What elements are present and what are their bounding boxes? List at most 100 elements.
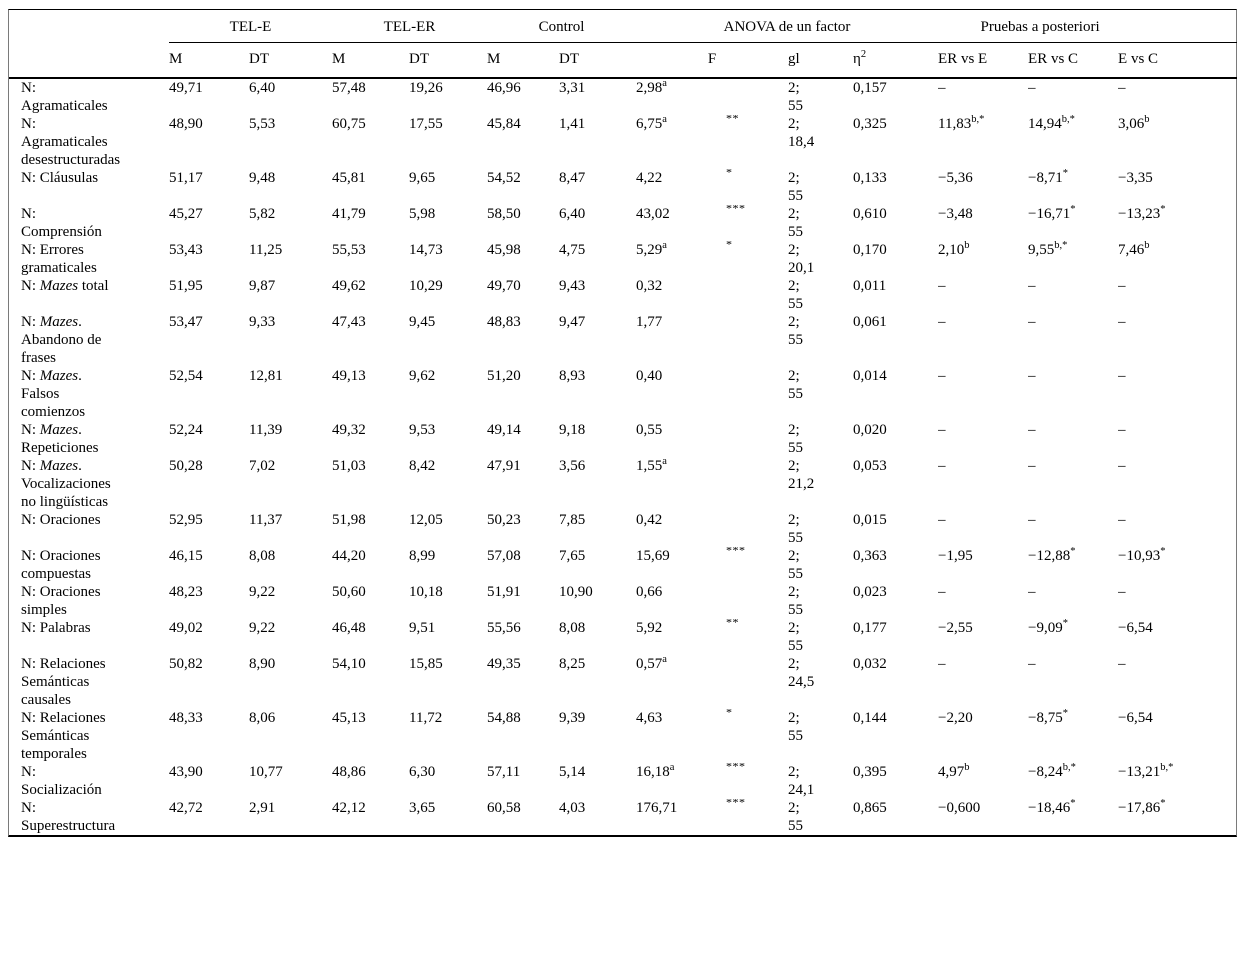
tel-e-dt-cell: 11,37 (249, 512, 283, 528)
e-vs-c-cell: −13,21b,* (1118, 763, 1174, 780)
row-label: N: Mazes. Abandono de frases (9, 313, 169, 367)
f-cell: 4,22 (636, 170, 663, 186)
row-label-segment: 2; (788, 710, 800, 726)
table-row: N: Mazes. Vocalizaciones no lingüísticas 50… (9, 457, 1237, 511)
control-dt-cell: 8,93 (559, 368, 586, 384)
row-label-segment: 55 (788, 296, 803, 312)
control-m-cell: 50,23 (487, 512, 521, 528)
table-row: N: Oraciones simples 48,23 9,22 50,60 10,18 51… (9, 583, 1237, 619)
significance-stars-cell: * (726, 169, 733, 179)
significance-stars-cell (726, 583, 788, 619)
control-dt-cell: 8,25 (559, 656, 586, 672)
row-label-segment: N: (21, 368, 40, 384)
eta2-cell: 0,363 (853, 548, 887, 564)
tel-er-m-cell: 45,13 (332, 710, 366, 726)
tel-e-m-cell: 49,02 (169, 620, 203, 636)
significance-stars-cell (726, 457, 788, 511)
column-header-m: M (169, 42, 249, 79)
control-dt-cell: 9,39 (559, 710, 586, 726)
row-label-segment: 2; (788, 206, 800, 222)
f-cell: 0,32 (636, 278, 663, 294)
tel-er-m-cell: 51,98 (332, 512, 366, 528)
er-vs-c-cell: – (1028, 512, 1036, 528)
row-label-segment: N: Errores (21, 242, 84, 258)
tel-e-dt-cell: 9,87 (249, 278, 276, 294)
e-vs-c-cell: – (1118, 368, 1126, 384)
tel-er-dt-cell: 12,05 (409, 512, 443, 528)
group-header-tel-e: TEL-E (169, 10, 332, 43)
eta2-cell: 0,032 (853, 656, 887, 672)
row-label-segment: 2; (788, 458, 800, 474)
eta2-cell: 0,610 (853, 206, 887, 222)
row-label-segment: 55 (788, 98, 803, 114)
gl-cell: 2; 55 (788, 205, 853, 241)
row-label-segment: N: (21, 764, 36, 780)
tel-e-dt-cell: 9,33 (249, 314, 276, 330)
tel-er-dt-cell: 5,98 (409, 206, 436, 222)
row-label-segment: N: Cláusulas (21, 170, 99, 186)
e-vs-c-cell: −10,93* (1118, 547, 1166, 564)
row-label-segment: N: Oraciones (21, 548, 101, 564)
row-label: N: Oraciones simples (9, 583, 169, 619)
eta2-cell: 0,023 (853, 584, 887, 600)
table-row: N: Mazes. Falsos comienzos 52,54 12,81 49,13 9… (9, 367, 1237, 421)
f-cell: 2,98a (636, 78, 667, 96)
gl-cell: 2; 55 (788, 619, 853, 655)
tel-er-m-cell: 57,48 (332, 80, 366, 96)
table-row: N: Oraciones 52,95 11,37 51,98 12,05 50,23 7,8… (9, 511, 1237, 547)
row-label-segment: Repeticiones (21, 440, 99, 456)
control-dt-cell: 9,18 (559, 422, 586, 438)
f-cell: 0,66 (636, 584, 663, 600)
significance-stars-cell (726, 511, 788, 547)
eta2-cell: 0,015 (853, 512, 887, 528)
row-label-italic-segment: Mazes (39, 368, 79, 384)
f-cell: 0,40 (636, 368, 663, 384)
row-label-segment: 2; (788, 242, 800, 258)
control-dt-cell: 10,90 (559, 584, 593, 600)
table-row: N: Comprensión 45,27 5,82 41,79 5,98 58,50 6,40… (9, 205, 1237, 241)
eta2-cell: 0,157 (853, 80, 887, 96)
tel-e-dt-cell: 9,22 (249, 620, 276, 636)
tel-er-m-cell: 49,13 (332, 368, 366, 384)
tel-er-m-cell: 49,32 (332, 422, 366, 438)
row-label-segment: N: (21, 314, 40, 330)
tel-e-dt-cell: 11,25 (249, 242, 283, 258)
er-vs-e-cell: – (938, 368, 946, 384)
f-cell: 1,55a (636, 457, 667, 474)
row-label-segment: 2; (788, 80, 800, 96)
tel-er-dt-cell: 8,42 (409, 458, 436, 474)
row-label-segment: N: Palabras (21, 620, 91, 636)
row-label-segment: 21,2 (788, 476, 815, 492)
row-label-segment: 2; (788, 656, 800, 672)
row-label-segment: 55 (788, 224, 803, 240)
er-vs-c-cell: 9,55b,* (1028, 241, 1068, 258)
table-row: N: Agramaticales 49,71 6,40 57,48 19,26 46,96 3… (9, 78, 1237, 115)
control-m-cell: 51,20 (487, 368, 521, 384)
eta2-cell: 0,325 (853, 116, 887, 132)
table-row: N: Mazes. Abandono de frases 53,47 9,33 47,43… (9, 313, 1237, 367)
row-label: N: Mazes. Repeticiones (9, 421, 169, 457)
row-label-segment: 2; (788, 116, 800, 132)
row-label-segment: temporales (21, 746, 87, 762)
e-vs-c-cell: – (1118, 584, 1126, 600)
row-label-segment: no lingüísticas (21, 494, 109, 510)
table-row: N: Agramaticales desestructuradas 48,90 5,53… (9, 115, 1237, 169)
e-vs-c-cell: −6,54 (1118, 620, 1153, 636)
eta2-cell: 0,053 (853, 458, 887, 474)
e-vs-c-cell: – (1118, 458, 1126, 474)
row-label-segment: 24,5 (788, 674, 815, 690)
er-vs-e-cell: −0,600 (938, 800, 981, 816)
row-label-italic-segment: Mazes (39, 278, 79, 294)
gl-cell: 2; 24,5 (788, 655, 853, 709)
row-label-segment: Semánticas (21, 728, 90, 744)
row-label-segment: . (78, 422, 82, 438)
control-m-cell: 45,84 (487, 116, 521, 132)
row-label-segment: 55 (788, 638, 803, 654)
control-m-cell: 45,98 (487, 242, 521, 258)
row-label-segment: 2; (788, 800, 800, 816)
row-label: N: Cláusulas (9, 169, 169, 205)
tel-e-m-cell: 52,24 (169, 422, 203, 438)
tel-e-dt-cell: 7,02 (249, 458, 276, 474)
table-row: N: Oraciones compuestas 46,15 8,08 44,20 8,99… (9, 547, 1237, 583)
table-body: N: Agramaticales 49,71 6,40 57,48 19,26 46,96 3… (9, 78, 1237, 835)
